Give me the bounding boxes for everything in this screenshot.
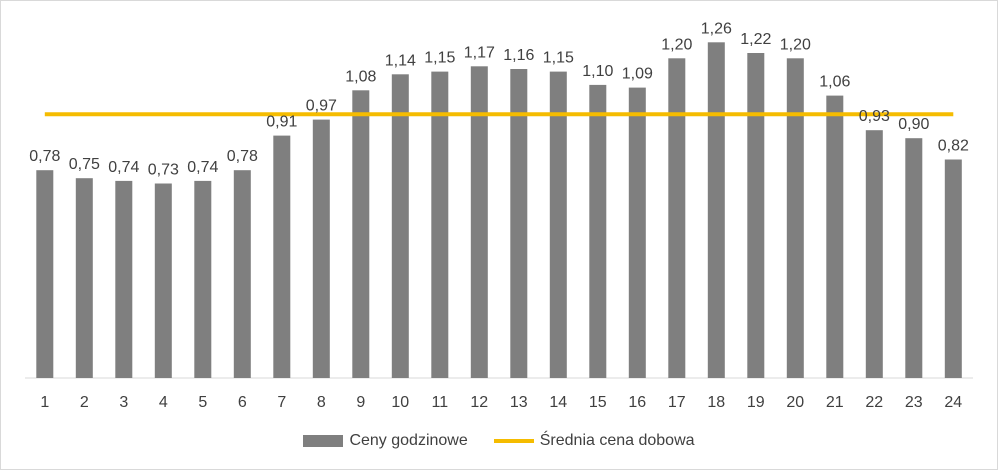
data-label-hour-16: 1,09 (622, 66, 653, 83)
bar-hour-24 (944, 159, 962, 378)
bar-hour-22 (865, 130, 883, 378)
bar-hour-1 (36, 170, 54, 378)
x-tick-label-14: 14 (549, 394, 567, 411)
bar-hour-10 (391, 74, 409, 379)
data-label-hour-24: 0,82 (938, 138, 969, 155)
bar-hour-13 (510, 69, 528, 378)
bar-hour-3 (115, 180, 133, 378)
x-tick-label-19: 19 (747, 394, 765, 411)
bar-hour-11 (431, 71, 449, 378)
data-label-hour-21: 1,06 (819, 74, 850, 91)
x-tick-label-11: 11 (431, 394, 448, 411)
data-label-hour-1: 0,78 (29, 148, 60, 165)
data-label-hour-13: 1,16 (503, 47, 534, 64)
legend-item-hourly-prices: Ceny godzinowe (303, 432, 468, 450)
x-tick-label-24: 24 (944, 394, 962, 411)
bar-hour-21 (826, 95, 844, 378)
data-label-hour-10: 1,14 (385, 52, 416, 69)
x-tick-label-17: 17 (668, 394, 686, 411)
x-tick-label-21: 21 (826, 394, 844, 411)
bar-hour-23 (905, 138, 923, 378)
legend: Ceny godzinowe Średnia cena dobowa (1, 429, 997, 453)
bar-hour-19 (747, 53, 765, 378)
legend-swatch-line (493, 439, 534, 443)
x-tick-label-2: 2 (80, 394, 89, 411)
data-label-hour-14: 1,15 (543, 50, 574, 67)
x-tick-label-9: 9 (356, 394, 365, 411)
data-label-hour-6: 0,78 (227, 148, 258, 165)
legend-label-daily-average: Średnia cena dobowa (539, 432, 695, 449)
bar-hour-14 (549, 71, 567, 378)
x-tick-label-16: 16 (628, 394, 646, 411)
x-tick-label-15: 15 (589, 394, 607, 411)
bar-hour-5 (194, 180, 212, 378)
data-label-hour-17: 1,20 (661, 36, 692, 53)
bar-hour-16 (628, 87, 646, 378)
legend-swatch-bar (303, 435, 344, 447)
data-label-hour-12: 1,17 (464, 44, 495, 61)
x-tick-label-22: 22 (865, 394, 883, 411)
x-tick-label-20: 20 (786, 394, 804, 411)
data-label-hour-19: 1,22 (740, 31, 771, 48)
data-label-hour-8: 0,97 (306, 98, 337, 115)
x-tick-label-4: 4 (159, 394, 168, 411)
data-label-hour-9: 1,08 (345, 68, 376, 85)
x-tick-label-12: 12 (470, 394, 488, 411)
legend-label-hourly-prices: Ceny godzinowe (349, 432, 468, 449)
bar-hour-15 (589, 84, 607, 379)
legend-item-daily-average: Średnia cena dobowa (493, 432, 695, 450)
x-tick-label-8: 8 (317, 394, 326, 411)
bar-hour-12 (470, 66, 488, 379)
x-tick-label-23: 23 (905, 394, 923, 411)
bar-hour-18 (707, 42, 725, 379)
bar-hour-9 (352, 90, 370, 379)
bar-hour-20 (786, 58, 804, 379)
data-label-hour-11: 1,15 (424, 50, 455, 67)
bar-chart: 0,78 0,75 0,74 0,73 0,74 0,78 0,91 0,97 1,08 1,14… (25, 20, 973, 411)
data-label-hour-22: 0,93 (859, 108, 890, 125)
bar-hour-2 (75, 178, 93, 378)
x-tick-label-5: 5 (198, 394, 207, 411)
x-tick-label-18: 18 (707, 394, 725, 411)
x-tick-label-10: 10 (391, 394, 409, 411)
bar-hour-4 (154, 183, 172, 378)
x-tick-label-13: 13 (510, 394, 528, 411)
x-tick-label-3: 3 (119, 394, 128, 411)
data-label-hour-4: 0,73 (148, 162, 179, 179)
bar-hour-7 (273, 135, 291, 378)
data-label-hour-7: 0,91 (266, 114, 297, 131)
bar-hour-8 (312, 119, 330, 378)
data-label-hour-18: 1,26 (701, 20, 732, 37)
bar-hour-6 (233, 170, 251, 378)
data-label-hour-23: 0,90 (898, 116, 929, 133)
data-label-hour-20: 1,20 (780, 36, 811, 53)
data-label-hour-5: 0,74 (187, 159, 218, 176)
bar-hour-17 (668, 58, 686, 379)
x-tick-label-7: 7 (277, 394, 286, 411)
data-label-hour-15: 1,10 (582, 63, 613, 80)
data-label-hour-2: 0,75 (69, 156, 100, 173)
x-tick-label-1: 1 (40, 394, 49, 411)
data-label-hour-3: 0,74 (108, 159, 139, 176)
x-tick-label-6: 6 (238, 394, 247, 411)
